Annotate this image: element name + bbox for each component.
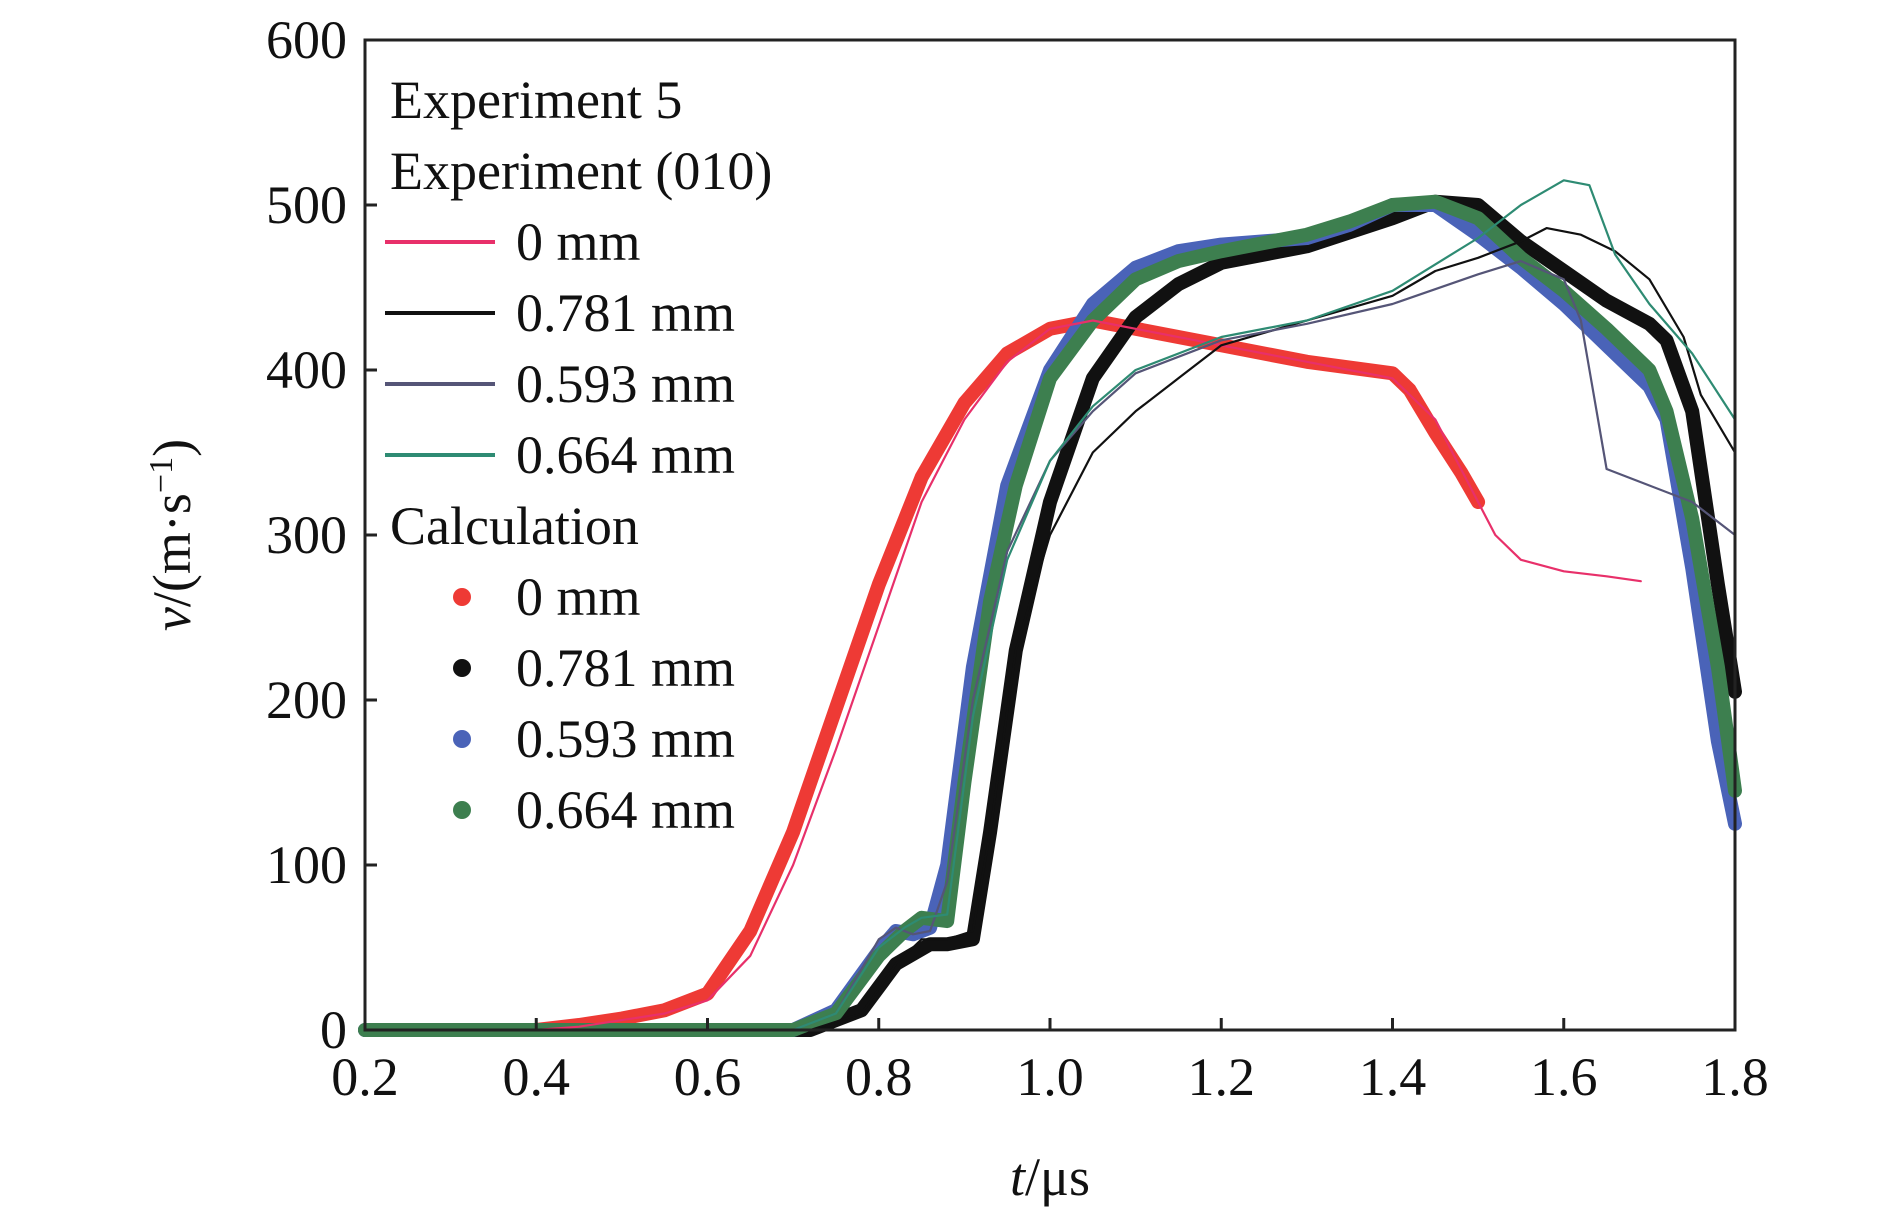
ticks-layer: 0.2 0.4 0.6 0.8 1.0 1.2 1.4 1.6 1.8 0 100 200 300 400…: [266, 10, 1769, 1107]
series-calculation-0-664-mm: [358, 194, 1742, 1037]
legend-label: 0.593 mm: [516, 354, 735, 414]
series-calculation-0-mm: [529, 313, 1486, 1037]
y-tick-label: 400: [266, 340, 347, 400]
x-axis-label: t/μs: [1010, 1147, 1090, 1207]
legend-label: 0.664 mm: [516, 780, 735, 840]
y-axis-unit-post: ): [142, 439, 202, 457]
y-axis-var: v: [142, 607, 202, 631]
x-tick-label: 1.2: [1188, 1047, 1256, 1107]
y-tick-label: 100: [266, 835, 347, 895]
x-axis-unit: /μs: [1025, 1147, 1090, 1207]
legend-dot-swatch: [453, 730, 471, 748]
y-axis-unit-pre: /(m·s: [142, 493, 202, 607]
x-axis-var: t: [1010, 1147, 1027, 1207]
x-tick-label: 0.6: [674, 1047, 742, 1107]
legend: Experiment 5 Experiment (010) 0 mm 0.781 mm…: [385, 70, 772, 840]
series-experiment-0-664-mm: [363, 179, 1737, 1032]
x-tick-label: 1.4: [1359, 1047, 1427, 1107]
legend-label: 0.593 mm: [516, 709, 735, 769]
y-tick-label: 0: [320, 1000, 347, 1060]
legend-header: Experiment (010): [390, 141, 772, 201]
series-layer: [358, 179, 1742, 1037]
x-tick-label: 0.8: [845, 1047, 913, 1107]
y-tick-label: 500: [266, 175, 347, 235]
series-experiment-0-mm: [363, 319, 1642, 1032]
legend-label: 0 mm: [516, 567, 641, 627]
series-calculation-0-781-mm: [358, 194, 1742, 1037]
y-tick-label: 300: [266, 505, 347, 565]
y-axis-label: v/(m·s−1): [142, 439, 202, 631]
series-experiment-0-781-mm: [363, 227, 1737, 1032]
y-axis-unit-sup: −1: [143, 457, 180, 493]
legend-label: 0.664 mm: [516, 425, 735, 485]
y-tick-label: 600: [266, 10, 347, 70]
x-tick-label: 0.2: [331, 1047, 399, 1107]
y-tick-label: 200: [266, 670, 347, 730]
x-tick-label: 1.0: [1016, 1047, 1084, 1107]
legend-dot-swatch: [453, 801, 471, 819]
legend-dot-swatch: [453, 659, 471, 677]
legend-dot-swatch: [453, 588, 471, 606]
legend-label: 0.781 mm: [516, 283, 735, 343]
legend-label: 0 mm: [516, 212, 641, 272]
x-tick-label: 1.6: [1530, 1047, 1598, 1107]
legend-header: Experiment 5: [390, 70, 682, 130]
legend-header: Calculation: [390, 496, 639, 556]
x-tick-label: 0.4: [503, 1047, 571, 1107]
legend-label: 0.781 mm: [516, 638, 735, 698]
x-tick-label: 1.8: [1701, 1047, 1769, 1107]
series-experiment-0-593-mm: [363, 260, 1737, 1032]
